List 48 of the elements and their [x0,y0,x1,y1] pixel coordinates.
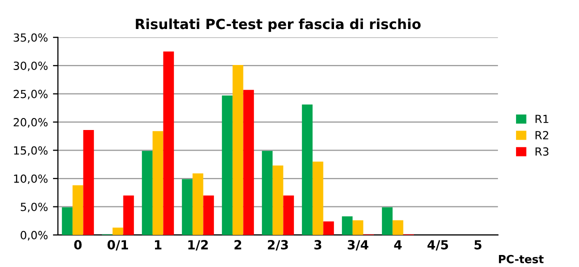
bar [182,179,193,235]
bar [272,166,284,235]
x-axis-title: PC-test [498,254,544,264]
x-tick-label: 5 [474,240,482,250]
bar [262,150,273,235]
y-tick-label: 30,0% [14,62,48,72]
y-tick-label: 15,0% [14,146,48,156]
x-tick-label: 1/2 [188,240,208,250]
bar [352,220,364,235]
y-tick-label: 20,0% [14,118,48,128]
x-tick-label: 0/1 [108,240,128,250]
y-tick-label: 0,0% [20,230,48,240]
x-tick-label: 2/3 [268,240,288,250]
y-tick-label: 10,0% [14,174,48,184]
bar [203,195,214,235]
x-tick-label: 3/4 [348,240,368,250]
bar [302,104,313,235]
x-tick-label: 4/5 [428,240,448,250]
legend-label: R3 [536,147,548,156]
bar [283,195,294,235]
legend-label: R1 [536,114,548,123]
x-tick-label: 0 [74,240,82,250]
x-tick-label: 3 [314,240,322,250]
y-tick-label: 5,0% [20,202,48,212]
x-tick-label: 4 [394,240,402,250]
y-tick-label: 25,0% [14,90,48,100]
bar [72,185,84,235]
bar [243,90,254,235]
bar [163,51,174,235]
bar [342,216,353,235]
x-tick-label: 1 [154,240,162,250]
chart-title: Risultati PC-test per fascia di rischio [136,18,421,32]
bar [152,131,164,235]
x-tick-label: 2 [234,240,242,250]
y-tick-label: 35,0% [14,33,48,43]
bar [83,130,94,235]
bar [312,162,324,235]
bar [142,150,153,235]
bar [62,207,73,235]
bar [323,221,334,235]
bar [112,228,124,235]
bar [192,173,204,235]
legend-label: R2 [536,130,548,140]
bar [392,220,404,235]
bar [222,96,233,235]
bar [123,195,134,235]
bar [382,207,393,235]
bar [232,65,244,235]
